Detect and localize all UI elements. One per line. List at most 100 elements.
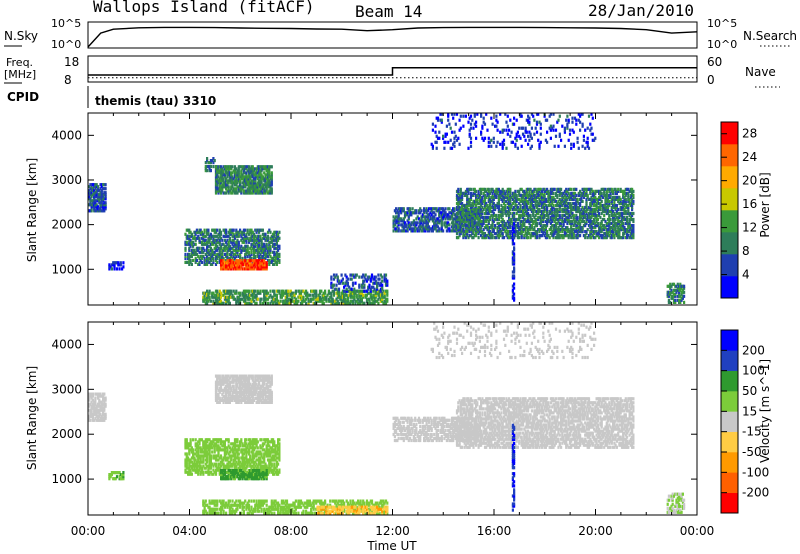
heatmap-cell: [624, 201, 627, 206]
heatmap-cell: [603, 209, 606, 214]
heatmap-cell: [264, 246, 267, 250]
heatmap-cell: [553, 215, 556, 220]
heatmap-cell: [614, 213, 617, 218]
heatmap-cell: [598, 201, 601, 206]
heatmap-cell: [88, 195, 91, 199]
heatmap-cell: [270, 171, 273, 175]
heatmap-cell: [203, 248, 206, 252]
heatmap-cell: [617, 207, 620, 212]
heatmap-cell: [609, 209, 612, 214]
heatmap-cell: [466, 215, 469, 220]
heatmap-cell: [421, 223, 424, 227]
heatmap-cell: [457, 226, 460, 230]
heatmap-cell: [221, 259, 224, 263]
heatmap-cell: [189, 254, 192, 258]
heatmap-cell: [525, 232, 528, 236]
heatmap-cell: [244, 295, 247, 299]
heatmap-cell: [515, 205, 518, 210]
heatmap-cell: [365, 279, 369, 283]
heatmap-cell: [570, 193, 573, 197]
heatmap-cell: [575, 217, 578, 222]
heatmap-cell: [475, 232, 478, 236]
heatmap-cell: [258, 169, 261, 173]
heatmap-cell: [228, 228, 231, 232]
heatmap-cell: [558, 213, 561, 218]
heatmap-cell: [209, 161, 212, 165]
heatmap-cell: [552, 197, 555, 201]
heatmap-cell: [313, 301, 316, 305]
heatmap-cell: [524, 197, 527, 201]
heatmap-cell: [455, 207, 459, 212]
heatmap-cell: [206, 289, 209, 293]
heatmap-cell: [478, 221, 481, 226]
heatmap-cell: [461, 193, 464, 197]
heatmap-cell: [577, 193, 580, 197]
heatmap-cell: [570, 203, 573, 208]
heatmap-cell: [556, 187, 559, 191]
heatmap-cell: [384, 277, 388, 281]
heatmap-cell: [417, 229, 421, 233]
heatmap-cell: [275, 295, 278, 299]
heatmap-cell: [250, 259, 253, 263]
heatmap-cell: [556, 230, 559, 234]
heatmap-cell: [251, 267, 254, 271]
heatmap-cell: [549, 215, 552, 220]
heatmap-cell: [228, 244, 231, 248]
heatmap-cell: [405, 211, 408, 215]
heatmap-cell: [472, 225, 475, 229]
heatmap-cell: [487, 236, 490, 240]
heatmap-cell: [464, 211, 467, 216]
heatmap-cell: [332, 291, 336, 295]
heatmap-cell: [629, 224, 632, 228]
heatmap-cell: [400, 219, 403, 223]
heatmap-cell: [341, 293, 344, 297]
heatmap-cell: [345, 293, 348, 297]
heatmap-cell: [282, 301, 285, 305]
heatmap-cell: [572, 224, 575, 228]
heatmap-cell: [483, 215, 487, 220]
heatmap-cell: [217, 232, 220, 236]
heatmap-cell: [543, 201, 546, 206]
heatmap-cell: [584, 205, 587, 210]
heatmap-cell: [491, 197, 494, 201]
heatmap-cell: [610, 187, 613, 191]
heatmap-cell: [485, 219, 488, 224]
heatmap-cell: [447, 223, 450, 227]
heatmap-cell: [232, 228, 235, 232]
heatmap-cell: [552, 234, 555, 238]
heatmap-cell: [415, 221, 418, 225]
heatmap-cell: [510, 230, 513, 234]
heatmap-cell: [442, 136, 445, 140]
heatmap-cell: [591, 219, 594, 224]
heatmap-cell: [218, 181, 221, 185]
heatmap-cell: [594, 230, 597, 234]
heatmap-cell: [198, 240, 201, 244]
heatmap-cell: [207, 293, 210, 297]
heatmap-cell: [562, 207, 565, 212]
heatmap-cell: [247, 191, 251, 195]
heatmap-cell: [263, 244, 266, 248]
heatmap-cell: [570, 209, 573, 214]
heatmap-cell: [485, 195, 488, 199]
heatmap-cell: [590, 187, 593, 191]
heatmap-cell: [403, 229, 407, 233]
heatmap-cell: [94, 187, 97, 191]
heatmap-cell: [440, 219, 443, 223]
heatmap-cell: [485, 224, 488, 228]
heatmap-cell: [462, 219, 465, 224]
heatmap-cell: [219, 187, 223, 191]
heatmap-cell: [316, 297, 319, 301]
heatmap-cell: [483, 211, 487, 216]
heatmap-cell: [236, 238, 239, 242]
heatmap-cell: [190, 242, 193, 246]
heatmap-cell: [594, 199, 597, 203]
heatmap-cell: [254, 263, 257, 267]
heatmap-cell: [480, 224, 483, 228]
heatmap-cell: [434, 124, 437, 128]
heatmap-cell: [615, 215, 618, 220]
heatmap-cell: [343, 293, 346, 297]
heatmap-cell: [195, 252, 198, 256]
heatmap-cell: [612, 209, 615, 214]
heatmap-cell: [346, 283, 349, 287]
heatmap-cell: [376, 281, 379, 285]
